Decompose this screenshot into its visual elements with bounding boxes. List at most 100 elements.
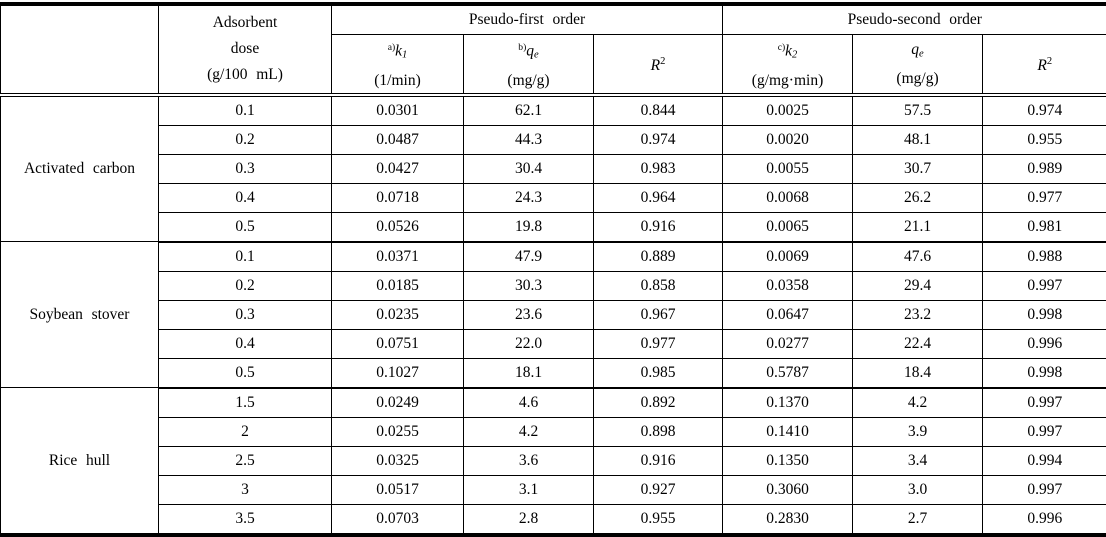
k1-cell: 0.0427: [332, 154, 464, 183]
r2-second-cell: 0.998: [983, 358, 1106, 388]
r2-first-cell: 0.955: [594, 504, 723, 535]
k1-cell: 0.0301: [332, 95, 464, 126]
qe-first-cell: 30.4: [464, 154, 594, 183]
k2-cell: 0.0065: [723, 212, 853, 242]
qe-second-cell: 21.1: [853, 212, 983, 242]
qe-first-cell: 2.8: [464, 504, 594, 535]
qe-second-cell: 2.7: [853, 504, 983, 535]
dose-cell: 0.2: [159, 271, 332, 300]
k1-unit: (1/min): [332, 68, 463, 93]
k2-cell: 0.1410: [723, 417, 853, 446]
k1-cell: 0.0487: [332, 125, 464, 154]
k1-cell: 0.0325: [332, 446, 464, 475]
qe-second-cell: 3.9: [853, 417, 983, 446]
r2-second-header: R2: [983, 35, 1106, 95]
k1-header: a)k1 (1/min): [332, 35, 464, 95]
qe-second-cell: 57.5: [853, 95, 983, 126]
dose-cell: 3: [159, 475, 332, 504]
k1-cell: 0.0517: [332, 475, 464, 504]
dose-cell: 0.3: [159, 154, 332, 183]
dose-cell: 2: [159, 417, 332, 446]
k1-cell: 0.0235: [332, 300, 464, 329]
k2-cell: 0.0277: [723, 329, 853, 358]
qe-first-symbol: b)qe: [464, 35, 593, 68]
dose-cell: 0.4: [159, 183, 332, 212]
dose-header-line2: dose: [159, 36, 331, 62]
qe-first-cell: 30.3: [464, 271, 594, 300]
k2-cell: 0.1370: [723, 388, 853, 418]
r2-second-cell: 0.997: [983, 417, 1106, 446]
dose-cell: 0.3: [159, 300, 332, 329]
qe-second-symbol: qe: [853, 37, 982, 66]
k2-cell: 0.0020: [723, 125, 853, 154]
qe-second-header: qe (mg/g): [853, 35, 983, 95]
dose-cell: 0.1: [159, 95, 332, 126]
r2-second-cell: 0.996: [983, 329, 1106, 358]
material-label-activated-carbon: Activated carbon: [1, 95, 159, 242]
k2-cell: 0.0069: [723, 242, 853, 272]
k1-cell: 0.0255: [332, 417, 464, 446]
dose-cell: 1.5: [159, 388, 332, 418]
k2-cell: 0.0358: [723, 271, 853, 300]
dose-cell: 2.5: [159, 446, 332, 475]
k1-symbol: a)k1: [332, 35, 463, 68]
qe-second-cell: 26.2: [853, 183, 983, 212]
r2-first-cell: 0.916: [594, 446, 723, 475]
k2-header: c)k2 (g/mg·min): [723, 35, 853, 95]
qe-second-cell: 3.0: [853, 475, 983, 504]
qe-first-cell: 44.3: [464, 125, 594, 154]
dose-cell: 0.5: [159, 358, 332, 388]
r2-first-cell: 0.983: [594, 154, 723, 183]
dose-cell: 0.4: [159, 329, 332, 358]
r2-second-cell: 0.998: [983, 300, 1106, 329]
qe-first-cell: 62.1: [464, 95, 594, 126]
corner-cell: [1, 4, 159, 95]
k2-cell: 0.0055: [723, 154, 853, 183]
k1-cell: 0.0526: [332, 212, 464, 242]
r2-first-cell: 0.898: [594, 417, 723, 446]
qe-second-cell: 47.6: [853, 242, 983, 272]
r2-first-cell: 0.985: [594, 358, 723, 388]
qe-second-cell: 4.2: [853, 388, 983, 418]
r2-second-cell: 0.997: [983, 388, 1106, 418]
k1-cell: 0.0703: [332, 504, 464, 535]
dose-cell: 3.5: [159, 504, 332, 535]
r2-second-cell: 0.997: [983, 271, 1106, 300]
r2-second-cell: 0.974: [983, 95, 1106, 126]
r2-second-symbol: R2: [983, 49, 1106, 78]
qe-first-cell: 22.0: [464, 329, 594, 358]
qe-first-unit: (mg/g): [464, 68, 593, 93]
k2-cell: 0.1350: [723, 446, 853, 475]
r2-first-cell: 0.967: [594, 300, 723, 329]
qe-first-cell: 3.6: [464, 446, 594, 475]
r2-second-cell: 0.989: [983, 154, 1106, 183]
r2-first-cell: 0.892: [594, 388, 723, 418]
pseudo-second-order-header: Pseudo-second order: [723, 4, 1106, 35]
qe-first-cell: 18.1: [464, 358, 594, 388]
material-label-rice-hull: Rice hull: [1, 388, 159, 535]
qe-second-cell: 29.4: [853, 271, 983, 300]
qe-second-cell: 3.4: [853, 446, 983, 475]
r2-first-cell: 0.927: [594, 475, 723, 504]
k1-cell: 0.0185: [332, 271, 464, 300]
qe-second-cell: 18.4: [853, 358, 983, 388]
dose-header-line3: (g/100 mL): [159, 62, 331, 88]
k1-cell: 0.1027: [332, 358, 464, 388]
qe-first-cell: 24.3: [464, 183, 594, 212]
r2-first-cell: 0.844: [594, 95, 723, 126]
dose-cell: 0.5: [159, 212, 332, 242]
k1-cell: 0.0751: [332, 329, 464, 358]
qe-first-header: b)qe (mg/g): [464, 35, 594, 95]
